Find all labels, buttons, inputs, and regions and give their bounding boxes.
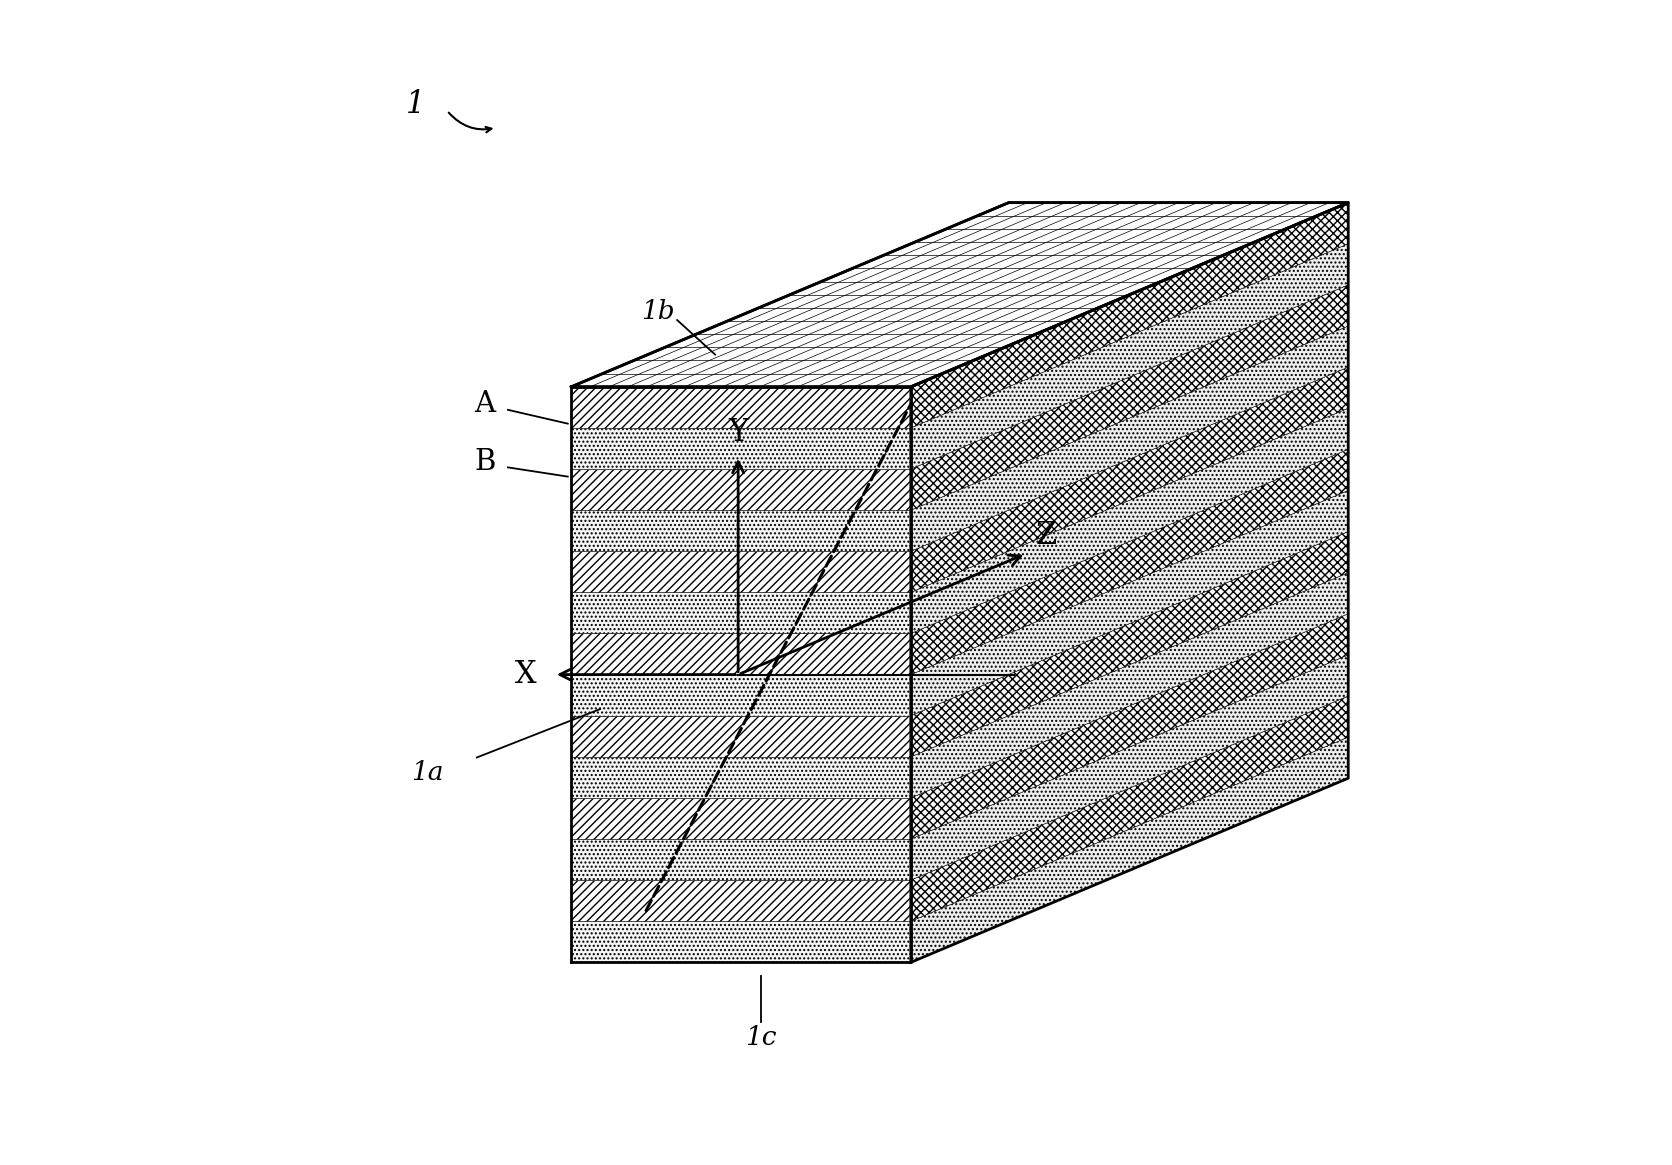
Bar — [572, 922, 911, 962]
Polygon shape — [911, 573, 1348, 798]
Polygon shape — [911, 450, 1348, 675]
Polygon shape — [572, 203, 1348, 387]
Polygon shape — [911, 531, 1348, 757]
Polygon shape — [911, 490, 1348, 715]
Bar — [572, 634, 911, 675]
Polygon shape — [911, 285, 1348, 510]
Polygon shape — [911, 243, 1348, 469]
Polygon shape — [911, 614, 1348, 839]
Bar — [572, 715, 911, 757]
Bar — [572, 675, 911, 715]
Text: 1a: 1a — [411, 760, 443, 785]
Bar — [572, 592, 911, 634]
Polygon shape — [911, 696, 1348, 922]
Text: B: B — [475, 447, 495, 475]
Text: Y: Y — [727, 417, 747, 449]
Bar — [572, 551, 911, 592]
Polygon shape — [911, 367, 1348, 592]
Text: 1c: 1c — [746, 1025, 777, 1050]
Polygon shape — [911, 655, 1348, 880]
Bar — [572, 510, 911, 551]
Text: 1b: 1b — [640, 299, 674, 325]
Text: X: X — [515, 659, 537, 690]
Bar — [572, 469, 911, 510]
Text: A: A — [475, 390, 495, 418]
Polygon shape — [911, 326, 1348, 551]
Polygon shape — [911, 737, 1348, 962]
Bar — [572, 387, 911, 428]
Polygon shape — [911, 203, 1348, 428]
Bar — [572, 798, 911, 839]
Text: Z: Z — [1037, 520, 1057, 551]
Bar — [572, 839, 911, 880]
Bar — [572, 880, 911, 922]
Bar — [572, 428, 911, 469]
Bar — [572, 757, 911, 798]
Text: 1: 1 — [406, 90, 426, 120]
Polygon shape — [911, 408, 1348, 634]
